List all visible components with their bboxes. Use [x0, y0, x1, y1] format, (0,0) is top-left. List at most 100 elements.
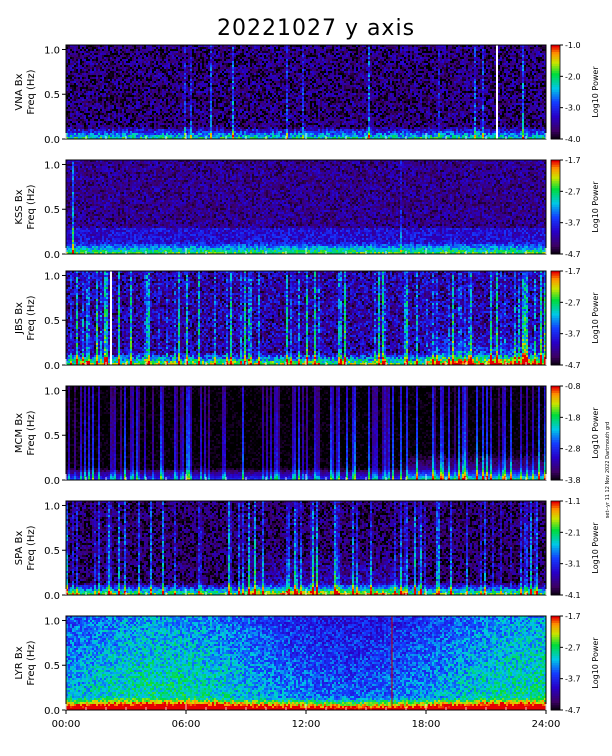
colorbar-cell — [551, 637, 560, 640]
colorbar-tick-label: -1.8 — [565, 413, 581, 422]
colorbar-cell — [551, 280, 560, 284]
colorbar-cell — [551, 418, 560, 422]
colorbar-cell — [551, 218, 560, 222]
colorbar-cell — [551, 397, 560, 401]
colorbar-cell — [551, 362, 560, 366]
colorbar-frame — [550, 385, 561, 481]
colorbar-cell — [551, 700, 560, 704]
colorbar-cell — [551, 658, 560, 662]
colorbar-cell — [551, 251, 560, 255]
colorbar-cell — [551, 684, 560, 687]
colorbar-cell — [551, 660, 560, 664]
colorbar-cell — [551, 357, 560, 361]
colorbar-cell — [551, 411, 560, 415]
colorbar-cell — [551, 341, 560, 345]
colorbar-cell — [551, 164, 560, 168]
colorbar-cell — [551, 670, 560, 673]
colorbar-cell — [551, 120, 560, 124]
colorbar-cell — [551, 557, 560, 561]
colorbar-cell — [551, 96, 560, 100]
station-label: JBS Bx — [14, 302, 25, 335]
colorbar-cell — [551, 225, 560, 229]
colorbar-cell — [551, 665, 560, 669]
y-axis-label: VNA BxFreq (Hz) — [14, 69, 37, 114]
colorbar-cell — [551, 308, 560, 312]
colorbar-cell — [551, 117, 560, 121]
colorbar-tick-label: -1.7 — [565, 267, 581, 276]
colorbar-cell — [551, 562, 560, 565]
colorbar-cell — [551, 510, 560, 514]
colorbar-cell — [551, 348, 560, 352]
y-tick-label: 0.5 — [44, 316, 60, 327]
colorbar-cell — [551, 688, 560, 692]
colorbar-cell — [551, 587, 560, 591]
station-label: MCM Bx — [14, 413, 25, 453]
spectrogram-image — [66, 386, 546, 480]
y-axis-label: SPA BxFreq (Hz) — [14, 525, 37, 570]
colorbar-tick-label: -3.7 — [565, 675, 581, 684]
colorbar-cell — [551, 334, 560, 338]
colorbar-cell — [551, 409, 560, 413]
colorbar-tick-label: -1.7 — [565, 612, 581, 621]
colorbar-cell — [551, 92, 560, 95]
colorbar-cell — [551, 440, 560, 443]
colorbar-cell — [551, 66, 560, 69]
colorbar-cell — [551, 54, 560, 58]
colorbar-cell — [551, 110, 560, 114]
colorbar-cell — [551, 70, 560, 74]
colorbar-cell — [551, 75, 560, 79]
colorbar-cell — [551, 508, 560, 511]
freq-label: Freq (Hz) — [26, 184, 37, 229]
freq-label: Freq (Hz) — [26, 295, 37, 340]
colorbar-cell — [551, 68, 560, 72]
y-tick-label: 0.0 — [44, 591, 60, 602]
colorbar-cell — [551, 327, 560, 331]
colorbar-cell — [551, 531, 560, 535]
colorbar-cell — [551, 618, 560, 622]
colorbar-cell — [551, 583, 560, 587]
colorbar-label: Log10 Power — [591, 181, 600, 233]
colorbar-cell — [551, 576, 560, 580]
colorbar-cell — [551, 686, 560, 690]
colorbar-tick-label: -3.0 — [565, 104, 581, 113]
colorbar-cell — [551, 404, 560, 408]
colorbar-cell — [551, 648, 560, 652]
colorbar-cell — [551, 386, 560, 389]
colorbar-cell — [551, 672, 560, 676]
colorbar-cell — [551, 461, 560, 465]
colorbar-cell — [551, 360, 560, 364]
panel-kss: 1.0 0.5 0.0 KSS BxFreq (Hz) -1.7 -2.7 -3.7 -4.7… — [14, 156, 600, 261]
colorbar-cell — [551, 512, 560, 516]
freq-label: Freq (Hz) — [26, 525, 37, 570]
panel-spa: 1.0 0.5 0.0 SPA BxFreq (Hz) -1.1 -2.1 -3.1 -4.1… — [14, 497, 600, 602]
colorbar-cell — [551, 310, 560, 314]
colorbar-cell — [551, 134, 560, 138]
colorbar-cell — [551, 47, 560, 51]
spectrogram-image — [66, 45, 546, 139]
colorbar-cell — [551, 99, 560, 102]
colorbar-cell — [551, 430, 560, 434]
y-tick-label: 1.0 — [44, 160, 60, 171]
colorbar-cell — [551, 318, 560, 321]
spectrogram-image — [66, 271, 546, 365]
colorbar-cell — [551, 623, 560, 626]
x-tick-label: 18:00 — [412, 719, 441, 730]
y-tick-label: 0.0 — [44, 476, 60, 487]
colorbar-cell — [551, 702, 560, 706]
colorbar-cell — [551, 82, 560, 86]
colorbar-cell — [551, 566, 560, 570]
colorbar-cell — [551, 299, 560, 303]
colorbar-cell — [551, 131, 560, 135]
colorbar-cell — [551, 456, 560, 460]
colorbar-cell — [551, 242, 560, 246]
colorbar-cell — [551, 540, 560, 544]
colorbar-cell — [551, 129, 560, 133]
colorbar-cell — [551, 416, 560, 420]
colorbar-cell — [551, 691, 560, 695]
colorbar: -1.1 -2.1 -3.1 -4.1 Log10 Power — [550, 497, 600, 600]
colorbar-cell — [551, 176, 560, 180]
colorbar-cell — [551, 124, 560, 128]
colorbar-cell — [551, 301, 560, 305]
colorbar-cell — [551, 332, 560, 335]
